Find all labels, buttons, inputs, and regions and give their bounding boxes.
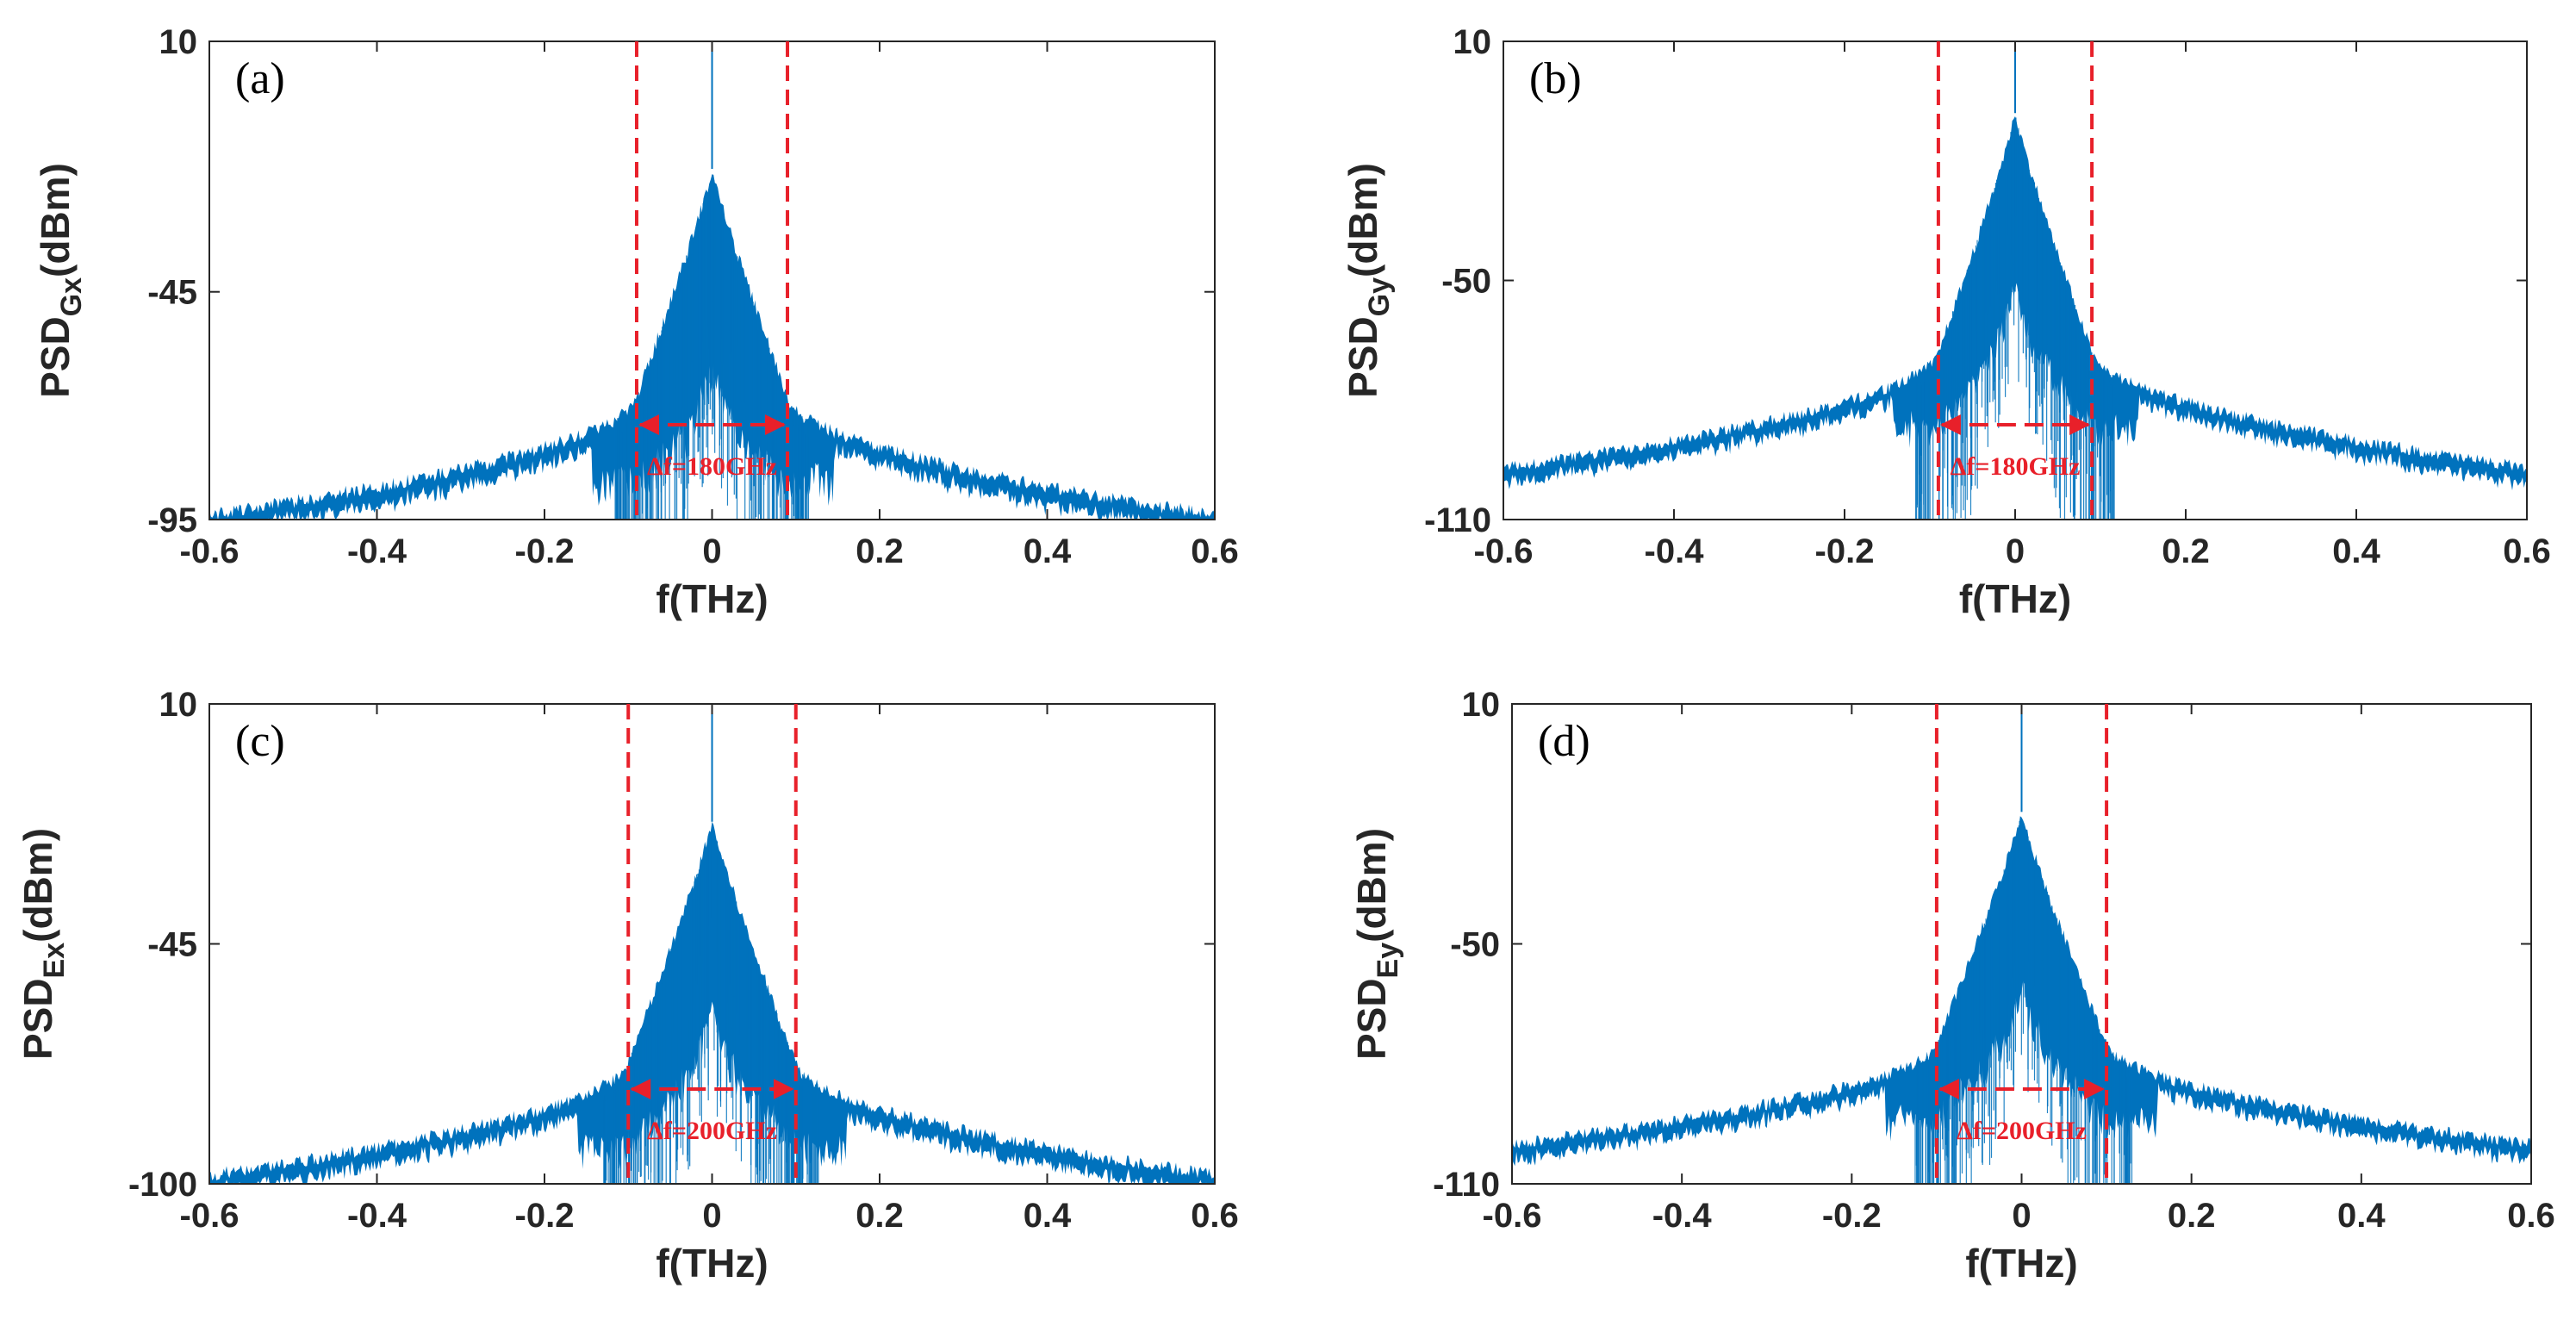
x-tick-label: -0.6 — [1474, 532, 1534, 570]
x-tick-label: 0.4 — [2337, 1197, 2386, 1235]
x-axis-label: f(THz) — [656, 1241, 768, 1286]
x-tick-label: 0.2 — [856, 1197, 904, 1235]
y-tick-label: -50 — [1441, 263, 1491, 301]
psd-panel-1: -0.6 -0.4 -0.2 0 0.2 0.4 0.6 -95 -45 10 f(THz) PSDG… — [33, 23, 1239, 621]
x-tick-label: -0.6 — [1483, 1197, 1542, 1235]
y-label-main: PSD — [16, 978, 60, 1060]
y-axis-label: PSDGx(dBm) — [33, 163, 88, 398]
y-axis-label: PSDEy(dBm) — [1349, 828, 1404, 1060]
x-tick-label: 0 — [702, 532, 721, 570]
y-axis-label: PSDGy(dBm) — [1341, 163, 1396, 398]
panel-label: (d) — [1538, 717, 1590, 766]
y-label-unit: (dBm) — [16, 828, 60, 943]
panel-label: (a) — [235, 54, 285, 103]
x-tick-label: 0.6 — [2503, 532, 2551, 570]
y-label-subscript: Gy — [1363, 277, 1396, 316]
x-tick-label: 0.2 — [2168, 1197, 2216, 1235]
y-axis-label: PSDEx(dBm) — [16, 828, 71, 1060]
psd-panel-2: -0.6 -0.4 -0.2 0 0.2 0.4 0.6 -110 -50 10 f(THz) PSD… — [1341, 23, 2551, 621]
y-label-unit: (dBm) — [1341, 163, 1385, 277]
x-tick-label: 0.2 — [856, 532, 904, 570]
x-tick-label: -0.2 — [515, 532, 575, 570]
x-tick-label: -0.2 — [1822, 1197, 1882, 1235]
x-tick-label: -0.4 — [1645, 532, 1705, 570]
y-tick-label: -45 — [147, 274, 197, 312]
x-tick-label: -0.4 — [347, 532, 408, 570]
x-axis-label: f(THz) — [1965, 1241, 2077, 1286]
x-tick-label: 0.6 — [1191, 532, 1239, 570]
bandwidth-label: Δf=180GHz — [1951, 452, 2081, 481]
x-tick-label: 0.4 — [1024, 1197, 1072, 1235]
x-tick-label: -0.2 — [1815, 532, 1875, 570]
x-tick-label: 0 — [702, 1197, 721, 1235]
x-tick-label: 0.4 — [2332, 532, 2380, 570]
y-tick-label: 10 — [1462, 686, 1501, 724]
x-tick-label: -0.6 — [180, 1197, 240, 1235]
y-label-main: PSD — [1349, 978, 1394, 1060]
y-tick-label: 10 — [159, 23, 198, 61]
panel-label: (b) — [1529, 54, 1582, 103]
bandwidth-label: Δf=200GHz — [647, 1117, 777, 1145]
y-label-subscript: Gx — [55, 277, 88, 316]
x-tick-label: -0.4 — [347, 1197, 408, 1235]
y-tick-label: -50 — [1450, 926, 1500, 964]
psd-panel-3: -0.6 -0.4 -0.2 0 0.2 0.4 0.6 -100 -45 10 f(THz) PSD… — [16, 686, 1239, 1286]
x-tick-label: 0.6 — [2507, 1197, 2555, 1235]
x-tick-label: 0 — [2012, 1197, 2031, 1235]
y-label-subscript: Ex — [38, 943, 71, 979]
y-label-unit: (dBm) — [1349, 828, 1394, 943]
y-label-main: PSD — [33, 316, 78, 398]
x-tick-label: -0.6 — [180, 532, 240, 570]
y-tick-label: -95 — [147, 501, 197, 539]
y-tick-label: -45 — [147, 926, 197, 964]
y-tick-label: -110 — [1433, 1166, 1500, 1204]
x-tick-label: 0 — [2006, 532, 2025, 570]
bandwidth-label: Δf=180GHz — [647, 452, 777, 481]
panel-label: (c) — [235, 717, 285, 766]
y-label-subscript: Ey — [1372, 943, 1404, 979]
y-label-main: PSD — [1341, 316, 1385, 398]
x-axis-label: f(THz) — [1959, 576, 2071, 621]
x-tick-label: -0.4 — [1652, 1197, 1713, 1235]
x-tick-label: 0.4 — [1024, 532, 1072, 570]
x-axis-label: f(THz) — [656, 576, 768, 621]
x-tick-label: 0.2 — [2162, 532, 2210, 570]
bandwidth-label: Δf=200GHz — [1957, 1117, 2087, 1145]
y-label-unit: (dBm) — [33, 163, 78, 277]
psd-panel-4: -0.6 -0.4 -0.2 0 0.2 0.4 0.6 -110 -50 10 f(THz) PSD… — [1349, 686, 2555, 1286]
y-tick-label: 10 — [1453, 23, 1492, 61]
x-tick-label: 0.6 — [1191, 1197, 1239, 1235]
x-tick-label: -0.2 — [515, 1197, 575, 1235]
y-tick-label: -100 — [128, 1166, 197, 1204]
y-tick-label: 10 — [159, 686, 198, 724]
y-tick-label: -110 — [1424, 501, 1491, 539]
